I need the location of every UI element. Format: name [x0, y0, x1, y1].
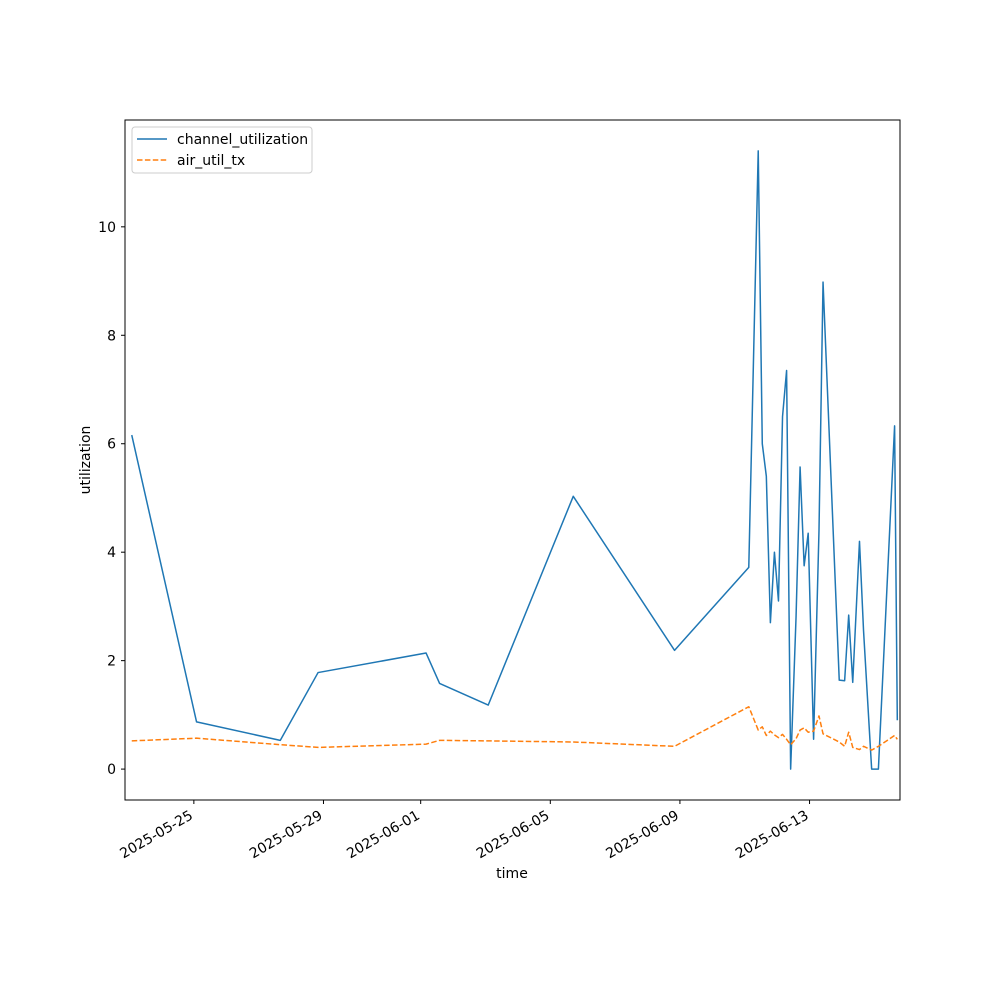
y-axis-label: utilization [78, 426, 94, 495]
y-tick-label: 4 [107, 545, 116, 561]
y-axis: 0 2 4 6 8 10 [98, 220, 125, 778]
legend-box [131, 126, 313, 174]
y-tick-label: 8 [107, 328, 116, 344]
y-tick-label: 10 [98, 220, 116, 236]
plot-area [131, 150, 899, 770]
series-line-channel-utilization [131, 150, 899, 770]
axes-frame [124, 119, 901, 801]
legend: channel_utilization air_util_tx [131, 126, 313, 174]
x-axis-label: time [496, 866, 528, 882]
y-tick-label: 2 [107, 654, 116, 670]
y-tick-label: 6 [107, 437, 116, 453]
series-line-air-util-tx [131, 705, 898, 751]
y-tick-label: 0 [107, 762, 116, 778]
legend-label-air-util-tx: air_util_tx [177, 153, 245, 169]
legend-label-channel-utilization: channel_utilization [177, 132, 308, 148]
